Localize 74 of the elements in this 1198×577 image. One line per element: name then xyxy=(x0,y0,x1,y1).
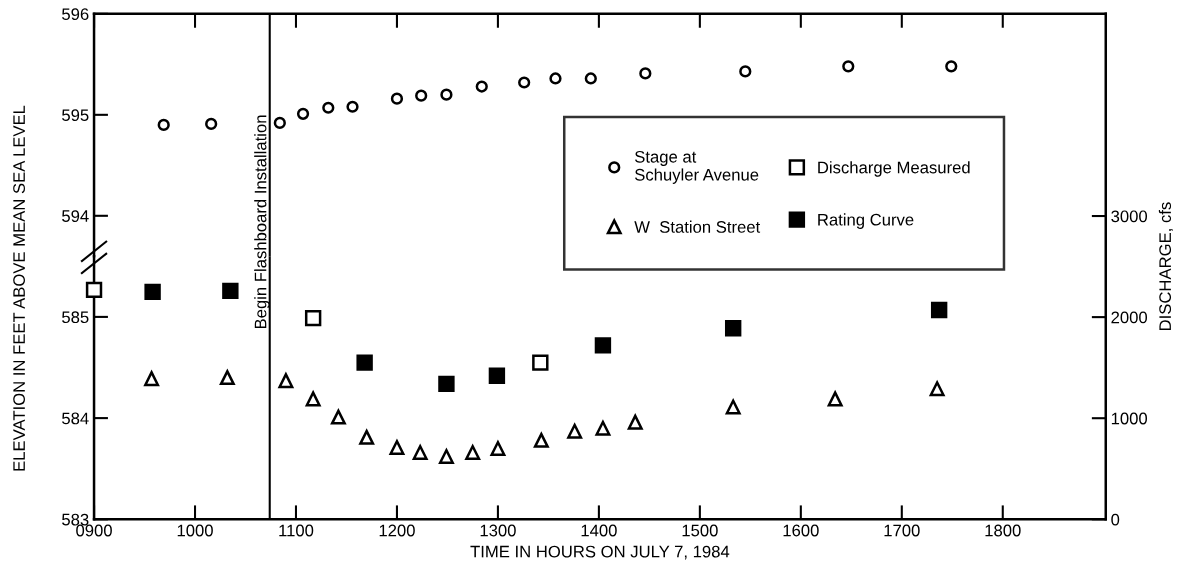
point xyxy=(567,423,583,439)
point xyxy=(412,445,428,461)
point xyxy=(724,320,742,337)
y-tick-label: 584 xyxy=(62,412,89,425)
point xyxy=(930,301,948,319)
point xyxy=(415,89,428,102)
x-tick-label: 1200 xyxy=(379,524,415,537)
point xyxy=(144,371,160,387)
point xyxy=(304,309,322,327)
x-tick-label: 1300 xyxy=(480,524,516,537)
point xyxy=(827,391,843,407)
point xyxy=(222,282,239,300)
point xyxy=(594,337,612,354)
legend-label: Discharge Measured xyxy=(818,161,970,177)
legend-label: W Station Street xyxy=(634,220,761,233)
x-axis-title: TIME IN HOURS ON JULY 7, 1984 xyxy=(470,545,730,560)
legend-label: Stage at Schuyler Avenue xyxy=(635,150,759,184)
x-tick-label: 0900 xyxy=(76,524,112,537)
point xyxy=(595,420,611,436)
point xyxy=(929,381,945,397)
point xyxy=(389,439,405,455)
x-tick-label: 1100 xyxy=(279,524,314,537)
point xyxy=(438,449,454,465)
point xyxy=(273,116,286,130)
point xyxy=(359,429,375,445)
x-tick-label: 1000 xyxy=(177,524,213,537)
point xyxy=(725,399,741,415)
y-tick-label: 594 xyxy=(62,210,89,222)
point xyxy=(330,409,346,425)
point xyxy=(490,440,506,456)
point xyxy=(627,414,643,430)
point xyxy=(532,354,549,371)
y2-tick-label: 2000 xyxy=(1111,311,1148,324)
point xyxy=(842,60,855,73)
point xyxy=(438,375,455,393)
point xyxy=(488,367,506,384)
x-tick-label: 1500 xyxy=(682,524,718,537)
point xyxy=(85,281,103,299)
point xyxy=(533,432,549,448)
point xyxy=(639,67,652,80)
x-tick-label: 1800 xyxy=(985,524,1021,537)
x-tick-label: 1400 xyxy=(581,524,617,537)
y-axis-title: ELEVATION IN FEET ABOVE MEAN SEA LEVEL xyxy=(13,105,25,471)
y-tick-label: 595 xyxy=(62,109,89,122)
point xyxy=(322,101,335,114)
point xyxy=(346,100,359,113)
y-tick-label: 596 xyxy=(62,8,89,21)
point xyxy=(549,72,562,85)
point xyxy=(465,445,481,461)
point xyxy=(305,391,321,407)
point xyxy=(945,60,958,73)
point xyxy=(518,76,531,89)
legend-label: Rating Curve xyxy=(818,213,914,229)
point xyxy=(278,373,294,389)
x-tick-label: 1700 xyxy=(884,524,920,537)
point xyxy=(205,117,218,131)
x-tick-label: 1600 xyxy=(783,524,819,537)
y2-tick-label: 1000 xyxy=(1111,412,1148,425)
ref-line-label: Begin Flashboard Installation xyxy=(254,115,270,329)
y-tick-label: 583 xyxy=(62,513,89,526)
point xyxy=(739,65,752,78)
point xyxy=(584,72,597,85)
point xyxy=(219,370,235,386)
point xyxy=(440,88,453,101)
y2-tick-label: 0 xyxy=(1111,513,1120,526)
point xyxy=(144,283,161,301)
point xyxy=(157,118,170,132)
y-tick-label: 585 xyxy=(62,311,89,324)
point xyxy=(390,92,404,105)
point xyxy=(356,354,373,371)
point xyxy=(296,107,310,120)
point xyxy=(475,80,488,93)
y2-tick-label: 3000 xyxy=(1111,210,1148,223)
y2-axis-title: DISCHARGE, cfs xyxy=(1158,202,1174,331)
